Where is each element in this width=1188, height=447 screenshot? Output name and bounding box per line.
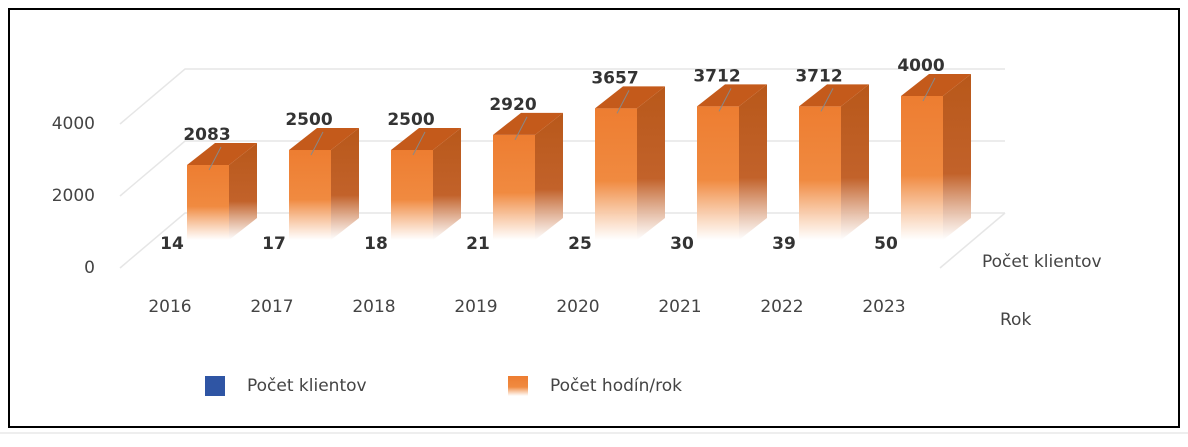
x-tick-label: 2021 <box>658 297 701 317</box>
value-label: 3712 <box>795 66 842 86</box>
legend-label: Počet hodín/rok <box>550 376 682 396</box>
bar-face <box>799 84 869 107</box>
leader-line <box>310 131 324 156</box>
value-label: 2920 <box>489 95 536 115</box>
bar-face <box>535 112 563 240</box>
legend-swatch <box>508 376 528 396</box>
leader-line <box>922 77 936 102</box>
bar <box>697 84 767 240</box>
bar-face <box>289 128 359 150</box>
x-tick-label: 2023 <box>862 297 905 317</box>
bar-face <box>799 106 841 240</box>
bar-face <box>697 84 767 107</box>
leader-line <box>208 146 222 171</box>
bar-face <box>493 112 563 135</box>
leader-line <box>412 131 426 156</box>
value-label: 2500 <box>285 110 332 130</box>
value-label: 14 <box>160 234 184 254</box>
y-tick-label: 2000 <box>52 186 95 206</box>
value-label: 4000 <box>897 56 944 76</box>
value-label: 25 <box>568 234 592 254</box>
bar-face <box>391 128 461 150</box>
bar-face <box>391 150 433 240</box>
leader-line <box>820 88 834 112</box>
bar <box>901 74 971 240</box>
bar-face <box>595 86 665 109</box>
bar-face <box>229 143 257 240</box>
value-label: 21 <box>466 234 490 254</box>
floor-edge <box>939 212 1006 269</box>
x-tick-label: 2019 <box>454 297 497 317</box>
bar-face <box>331 128 359 240</box>
bar-face <box>289 150 331 240</box>
y-tick-label: 0 <box>84 258 95 278</box>
bar-face <box>187 143 257 166</box>
bar-face <box>637 86 665 241</box>
legend-label: Počet klientov <box>247 376 367 396</box>
x-tick-label: 2017 <box>250 297 293 317</box>
bar <box>799 84 869 240</box>
leader-line <box>616 90 630 114</box>
value-label: 18 <box>364 234 388 254</box>
value-label: 17 <box>262 234 286 254</box>
value-label: 39 <box>772 234 796 254</box>
legend-swatch <box>205 376 225 396</box>
value-label: 2500 <box>387 110 434 130</box>
leader-line <box>514 116 528 141</box>
value-label: 3657 <box>591 68 638 88</box>
y-tick-label: 4000 <box>52 114 95 134</box>
bar-face <box>697 106 739 240</box>
bar-face <box>493 134 535 240</box>
leader-line <box>718 88 732 112</box>
depth-axis-label: Počet klientov <box>982 252 1102 272</box>
bar-face <box>943 74 971 240</box>
value-label: 2083 <box>183 125 230 145</box>
bar-face <box>739 84 767 240</box>
x-tick-label: 2020 <box>556 297 599 317</box>
bar-face <box>595 108 637 241</box>
x-tick-label: 2016 <box>148 297 191 317</box>
value-label: 50 <box>874 234 898 254</box>
bar-face <box>901 96 943 240</box>
bar-face <box>901 74 971 96</box>
x-tick-label: 2022 <box>760 297 803 317</box>
bar <box>391 128 461 240</box>
bar <box>289 128 359 240</box>
value-label: 30 <box>670 234 694 254</box>
bar-face <box>841 84 869 240</box>
bar <box>493 112 563 240</box>
bar <box>187 143 257 240</box>
grid-line <box>119 68 1005 125</box>
x-axis-label: Rok <box>1000 310 1031 330</box>
bar-face <box>187 165 229 240</box>
bar-face <box>433 128 461 240</box>
x-tick-label: 2018 <box>352 297 395 317</box>
value-label: 3712 <box>693 66 740 86</box>
bar <box>595 86 665 241</box>
